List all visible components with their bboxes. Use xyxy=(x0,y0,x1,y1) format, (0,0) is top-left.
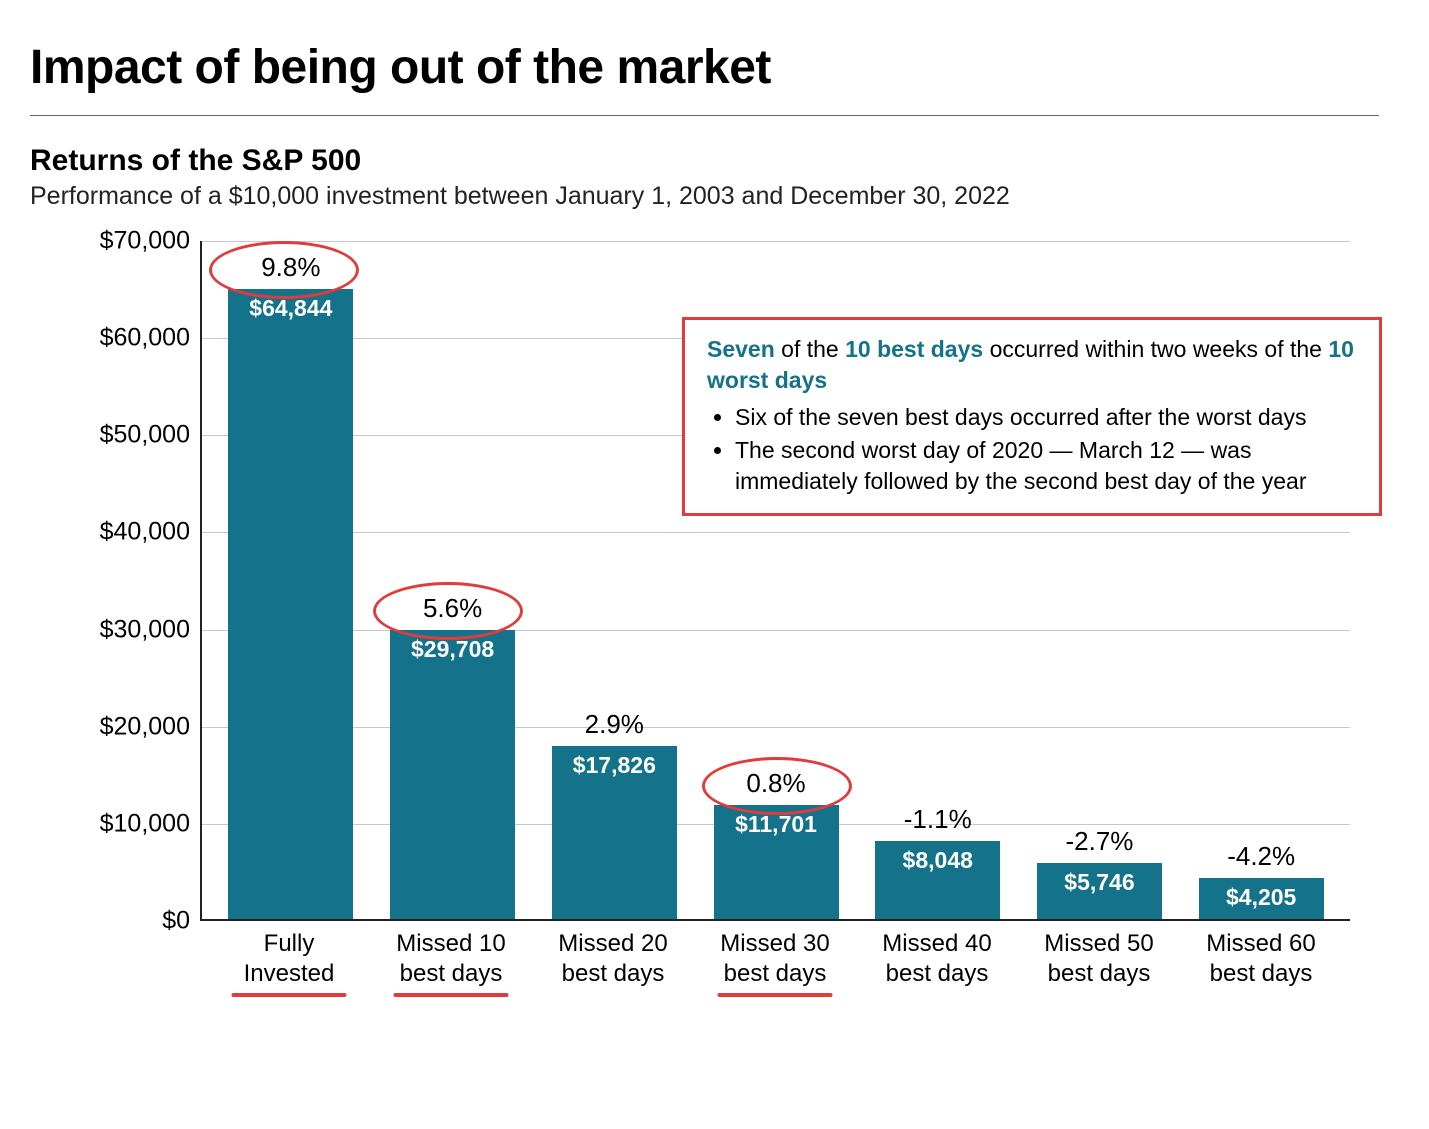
bar: $64,844 xyxy=(228,289,353,919)
bar-slot: 9.8% $64,844 xyxy=(210,241,372,919)
bar-value-label: $8,048 xyxy=(903,847,973,874)
bar-chart: $0 $10,000 $20,000 $30,000 $40,000 $50,000 $60… xyxy=(30,221,1370,1001)
callout-bullets: Six of the seven best days occurred afte… xyxy=(735,402,1357,497)
bar-percent-label: 9.8% xyxy=(261,252,320,283)
bar-percent-label: 2.9% xyxy=(585,709,644,740)
callout-box: Seven of the 10 best days occurred withi… xyxy=(682,317,1382,516)
y-tick-label: $30,000 xyxy=(40,615,190,644)
y-tick-label: $10,000 xyxy=(40,809,190,838)
title-divider xyxy=(30,115,1379,116)
page-title: Impact of being out of the market xyxy=(30,40,1379,95)
y-tick-label: $70,000 xyxy=(40,227,190,256)
x-axis-label: Missed 50best days xyxy=(1018,929,1180,989)
bar-value-label: $11,701 xyxy=(735,811,817,838)
bar-percent-label: -1.1% xyxy=(904,804,972,835)
bar: $5,746 xyxy=(1037,863,1162,919)
x-axis-label: Missed 10best days xyxy=(370,929,532,989)
y-tick-label: $50,000 xyxy=(40,421,190,450)
y-tick-label: $0 xyxy=(40,907,190,936)
y-tick-label: $40,000 xyxy=(40,518,190,547)
bar-value-label: $4,205 xyxy=(1226,884,1296,911)
x-axis-label: Missed 60best days xyxy=(1180,929,1342,989)
bar-percent-label: -4.2% xyxy=(1227,841,1295,872)
annotation-underline xyxy=(232,993,347,997)
x-axis-label: Missed 40best days xyxy=(856,929,1018,989)
x-axis-label: Missed 20best days xyxy=(532,929,694,989)
bar-slot: 2.9% $17,826 xyxy=(533,241,695,919)
annotation-underline xyxy=(394,993,509,997)
bar-value-label: $17,826 xyxy=(573,752,656,779)
callout-highlight: Seven xyxy=(707,336,775,362)
bar-percent-label: 5.6% xyxy=(423,593,482,624)
chart-description: Performance of a $10,000 investment betw… xyxy=(30,182,1379,211)
bar: $17,826 xyxy=(552,746,677,919)
x-axis-label: Missed 30best days xyxy=(694,929,856,989)
bar-value-label: $5,746 xyxy=(1064,869,1134,896)
y-tick-label: $60,000 xyxy=(40,324,190,353)
callout-highlight: 10 best days xyxy=(845,336,983,362)
bar-value-label: $64,844 xyxy=(249,295,332,322)
bar: $8,048 xyxy=(875,841,1000,919)
bar-percent-label: 0.8% xyxy=(746,768,805,799)
callout-bullet: Six of the seven best days occurred afte… xyxy=(735,402,1357,433)
plot-area: 9.8% $64,844 5.6% $29,708 2.9% $17,826 0.8% $11… xyxy=(200,241,1350,921)
callout-bullet: The second worst day of 2020 — March 12 … xyxy=(735,435,1357,497)
callout-lead: Seven of the 10 best days occurred withi… xyxy=(707,334,1357,396)
bar-value-label: $29,708 xyxy=(411,636,494,663)
bar-slot: 5.6% $29,708 xyxy=(372,241,534,919)
chart-subtitle: Returns of the S&P 500 xyxy=(30,144,1379,178)
x-axis-label: FullyInvested xyxy=(208,929,370,989)
bar: $11,701 xyxy=(714,805,839,919)
bar: $4,205 xyxy=(1199,878,1324,919)
x-axis-labels: FullyInvestedMissed 10best daysMissed 20… xyxy=(200,929,1350,989)
bar: $29,708 xyxy=(390,630,515,919)
bar-percent-label: -2.7% xyxy=(1065,826,1133,857)
annotation-underline xyxy=(718,993,833,997)
y-tick-label: $20,000 xyxy=(40,712,190,741)
